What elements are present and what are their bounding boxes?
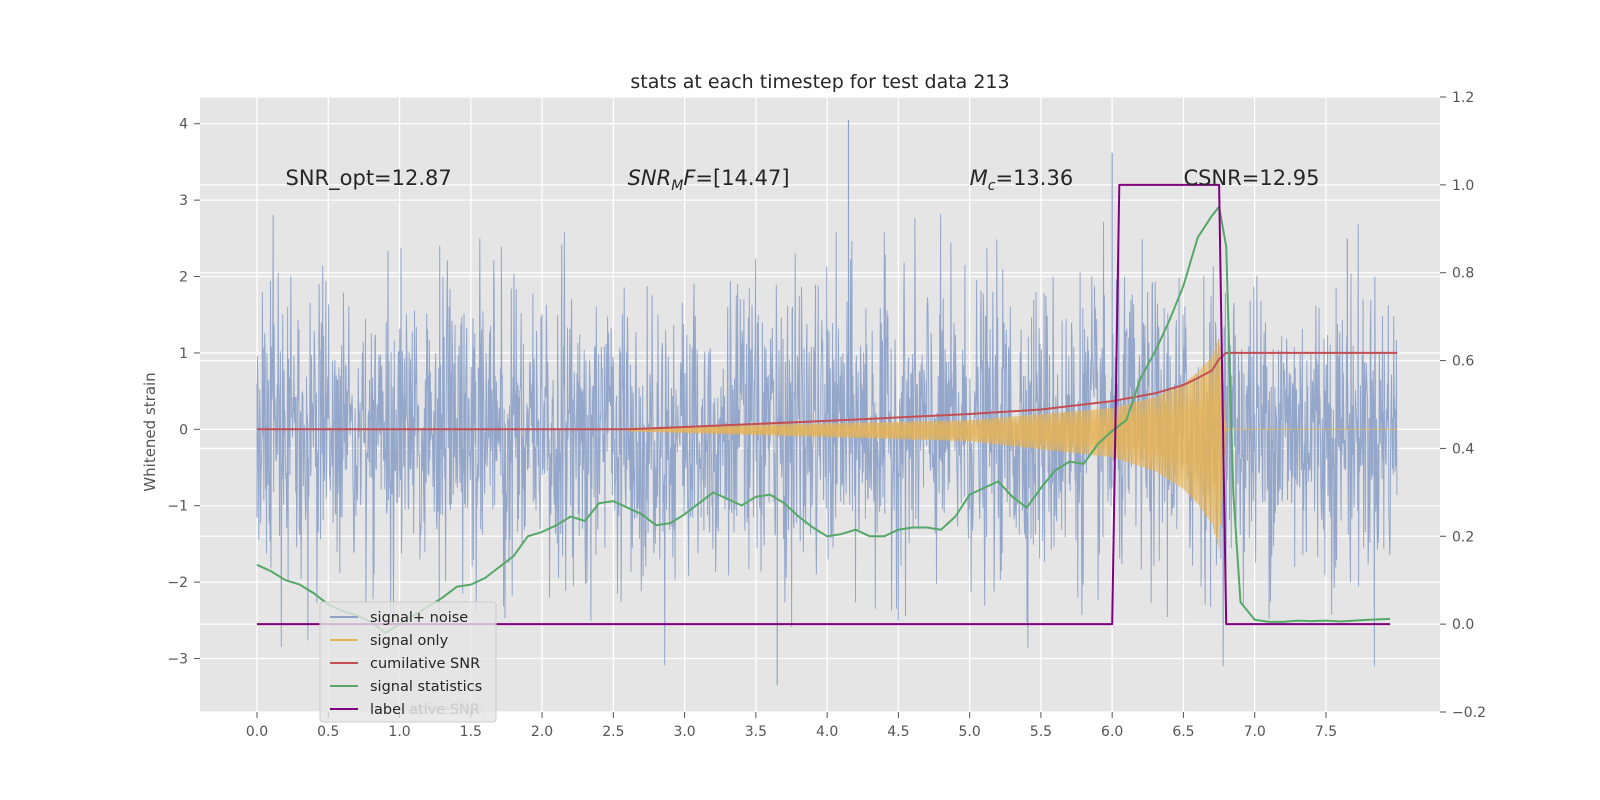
y2-tick-label: 0.8 [1452,266,1474,282]
legend-box [319,601,497,723]
x-tick-label: 2.5 [602,724,624,740]
annotation-sub: M [671,178,683,194]
x-tick-label: 7.5 [1315,724,1337,740]
chart-title: stats at each timestep for test data 213 [630,71,1009,93]
y-axis-label: Whitened strain [141,372,159,491]
annotation: CSNR=12.95 [1183,166,1319,190]
annotation-rest-italic: F [683,166,696,190]
annotation-base: M [970,166,988,190]
x-tick-label: 7.0 [1244,724,1266,740]
y2-tick-label: 0.2 [1452,529,1474,545]
legend-label: signal+ noise [370,610,468,626]
legend-label: signal statistics [370,679,482,695]
signal-only-line [627,339,1398,549]
legend-label: label [370,702,405,718]
x-tick-label: 3.0 [673,724,695,740]
signal-only-series [627,339,1398,549]
legend-label: cumilative SNR [370,656,480,672]
annotations: SNR_opt=12.87 SNRMF=[14.47] Mc=13.36 CSNR=1… [286,166,1320,194]
x-tick-label: 0.5 [317,724,339,740]
x-tick-label: 6.5 [1172,724,1194,740]
annotation: SNRMF=[14.47] [628,166,790,194]
axis-ticks: 0.0 0.5 1.0 1.5 2.0 2.5 3.0 3.5 4.0 4.5 5.0 5.5 6.0 6… [167,90,1486,740]
y2-tick-label: 0.4 [1452,441,1474,457]
label-line [257,183,1391,626]
x-tick-label: 5.5 [1030,724,1052,740]
legend-overlap-ghost: ative SNR [409,702,480,718]
y2-tick-label: 0.6 [1452,354,1474,370]
y2-tick-label: 0.0 [1452,617,1474,633]
line-series [256,183,1398,634]
x-tick-label: 6.0 [1101,724,1123,740]
annotation-sub: c [988,178,996,194]
annotation: Mc=13.36 [970,166,1074,194]
y-tick-label: −1 [167,499,188,515]
annotation-rest: =13.36 [995,166,1073,190]
y2-tick-label: 1.2 [1452,90,1474,106]
y-tick-label: −3 [167,652,188,668]
y-tick-label: 0 [179,422,188,438]
y-tick-label: 4 [179,117,188,133]
x-tick-label: 1.0 [388,724,410,740]
signal-statistics-line [256,205,1391,634]
x-tick-label: 4.5 [887,724,909,740]
x-tick-label: 1.5 [460,724,482,740]
x-tick-label: 0.0 [246,724,268,740]
y-tick-label: 2 [179,270,188,286]
y2-tick-label: −0.2 [1452,705,1486,721]
annotation-base: SNR [628,166,672,190]
x-tick-label: 5.0 [959,724,981,740]
x-tick-label: 4.0 [816,724,838,740]
x-tick-label: 3.5 [745,724,767,740]
y2-tick-label: 1.0 [1452,178,1474,194]
y-tick-label: −2 [167,575,188,591]
legend-label: signal only [370,633,449,649]
annotation-rest: =[14.47] [695,166,789,190]
y-tick-label: 1 [179,346,188,362]
x-tick-label: 2.0 [531,724,553,740]
annotation: SNR_opt=12.87 [286,166,452,191]
y-tick-label: 3 [179,193,188,209]
